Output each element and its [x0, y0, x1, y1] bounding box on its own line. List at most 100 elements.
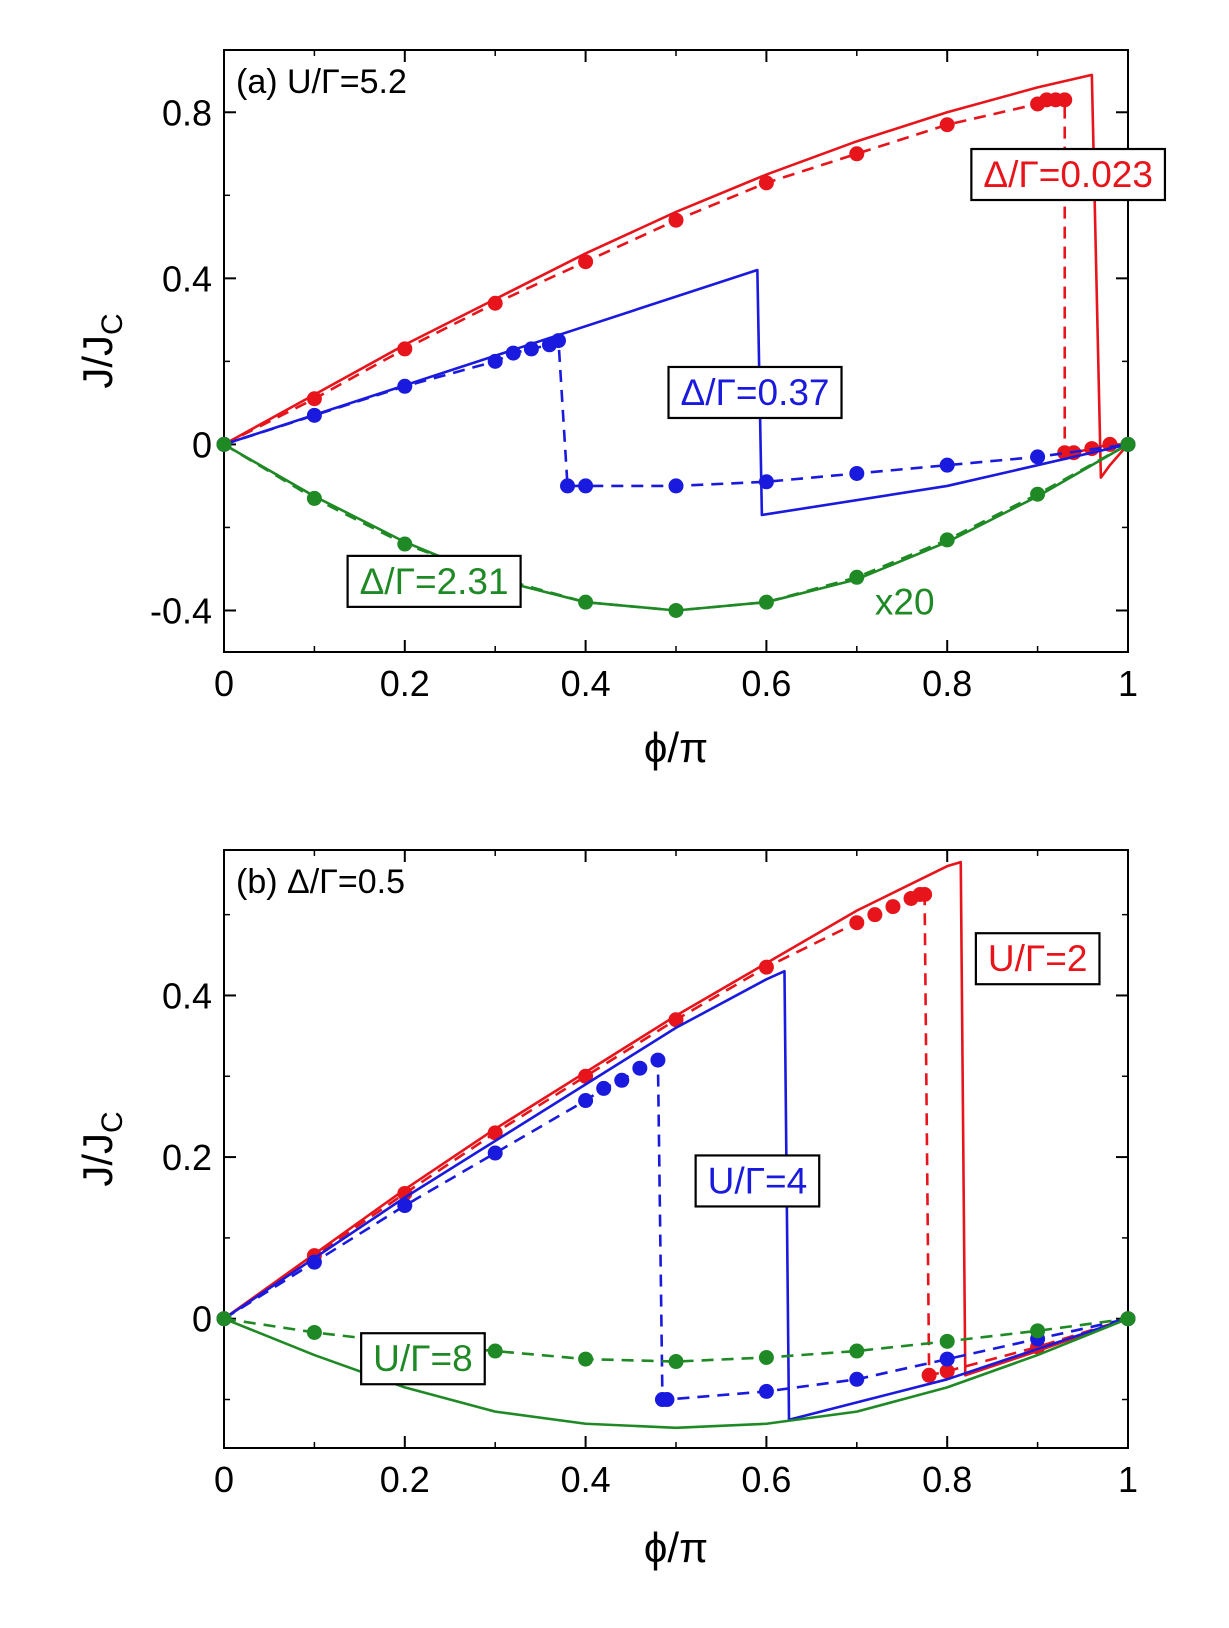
svg-text:J/JC: J/JC [74, 313, 129, 388]
x-tick-label: 0.8 [922, 663, 972, 704]
data-point-blue [668, 478, 684, 494]
data-point-red [849, 915, 865, 931]
data-point-red [487, 295, 503, 311]
series-line-red-dashed [223, 98, 1128, 455]
data-point-green [216, 436, 232, 452]
annotation-green: x20 [875, 582, 935, 623]
data-point-green [939, 532, 955, 548]
series-line-blue-solid [223, 969, 1129, 1422]
data-point-red [397, 1185, 413, 1201]
y-tick-label: 0 [192, 424, 212, 465]
panel-a-x-axis-label: ϕ/π [644, 724, 708, 771]
data-point-blue [578, 478, 594, 494]
data-point-red [917, 886, 933, 902]
annotation-text: Δ/Γ=0.023 [983, 154, 1153, 195]
data-point-red [578, 1068, 594, 1084]
annotation-green: U/Γ=8 [360, 1332, 486, 1386]
data-point-green [849, 569, 865, 585]
data-point-green [758, 594, 774, 610]
data-point-blue [659, 1392, 675, 1408]
data-point-blue [487, 353, 503, 369]
data-point-blue [550, 333, 566, 349]
annotation-blue: Δ/Γ=0.37 [667, 365, 843, 420]
series-line-blue-solid [223, 268, 1129, 517]
x-tick-label: 0 [214, 663, 234, 704]
annotation-box [667, 365, 843, 420]
data-point-blue [523, 341, 539, 357]
data-point-blue [306, 1254, 322, 1270]
annotation-text: Δ/Γ=2.31 [360, 561, 509, 602]
data-point-green [216, 1311, 232, 1327]
annotation-box [360, 1332, 486, 1386]
data-point-green [306, 1324, 322, 1340]
annotation-box [346, 554, 522, 608]
data-point-green [1120, 1311, 1136, 1327]
annotation-text: U/Γ=8 [373, 1338, 473, 1379]
annotation-red: Δ/Γ=0.023 [970, 147, 1167, 202]
annotation-blue: U/Γ=4 [694, 1154, 821, 1208]
panel-b-y-axis-label: J/JC [74, 1111, 129, 1186]
data-point-red [397, 341, 413, 357]
panel-b-y-axis-label-main: J/J [74, 1133, 121, 1187]
series-line-red-solid [223, 73, 1129, 479]
x-tick-label: 0.2 [380, 663, 430, 704]
y-tick-label: 0.4 [162, 258, 212, 299]
data-point-green [849, 1343, 865, 1359]
data-point-blue [560, 478, 576, 494]
data-point-blue [758, 474, 774, 490]
data-point-green [487, 1343, 503, 1359]
annotation-text: U/Γ=2 [988, 938, 1088, 979]
y-tick-label: -0.4 [150, 590, 212, 631]
annotation-green: Δ/Γ=2.31 [346, 554, 522, 608]
x-tick-label: 0.6 [741, 663, 791, 704]
data-point-red [885, 899, 901, 915]
y-tick-label: 0 [192, 1299, 212, 1340]
annotation-box [970, 147, 1167, 202]
data-point-blue [397, 378, 413, 394]
data-point-red [487, 1125, 503, 1141]
data-point-green [578, 1351, 594, 1367]
data-point-red [668, 1012, 684, 1028]
x-tick-label: 0.8 [922, 1459, 972, 1500]
x-tick-label: 0.6 [741, 1459, 791, 1500]
x-tick-label: 0.4 [561, 663, 611, 704]
y-tick-label: 0.4 [162, 975, 212, 1016]
data-point-green [1120, 436, 1136, 452]
data-point-red [1057, 92, 1073, 108]
data-point-red [758, 959, 774, 975]
data-point-red [306, 391, 322, 407]
panel-b-x-axis-label: ϕ/π [644, 1524, 708, 1571]
annotation-text: x20 [875, 582, 935, 623]
data-point-red [578, 254, 594, 270]
series-line-blue-dashed [223, 1058, 1129, 1401]
x-tick-label: 0.4 [561, 1459, 611, 1500]
data-point-green [668, 602, 684, 618]
panel-a: 0 0.2 0.4 0.6 0.8 1-0.400.40.8 Δ/Γ=0.023Δ/Γ=0… [74, 49, 1167, 771]
data-point-blue [939, 457, 955, 473]
x-tick-label: 1 [1118, 663, 1138, 704]
x-tick-label: 1 [1118, 1459, 1138, 1500]
data-point-red [939, 117, 955, 133]
data-point-green [939, 1333, 955, 1349]
data-point-red [668, 212, 684, 228]
x-tick-label: 0 [214, 1459, 234, 1500]
panel-a-y-axis-label: J/JC [74, 313, 129, 388]
data-point-red [758, 175, 774, 191]
svg-text:J/JC: J/JC [74, 1111, 129, 1186]
data-point-blue [306, 407, 322, 423]
data-point-green [668, 1354, 684, 1370]
annotation-text: U/Γ=4 [708, 1160, 808, 1201]
panel-a-y-axis-label-main: J/J [74, 335, 121, 389]
series-line-green-solid [223, 1317, 1129, 1430]
data-point-blue [650, 1052, 666, 1068]
data-point-green [306, 490, 322, 506]
data-point-blue [758, 1383, 774, 1399]
data-point-green [1030, 1323, 1046, 1339]
annotation-red: U/Γ=2 [974, 932, 1101, 986]
data-point-red [939, 1363, 955, 1379]
annotation-box [694, 1154, 821, 1208]
data-point-blue [505, 345, 521, 361]
data-point-green [578, 594, 594, 610]
data-point-green [758, 1349, 774, 1365]
